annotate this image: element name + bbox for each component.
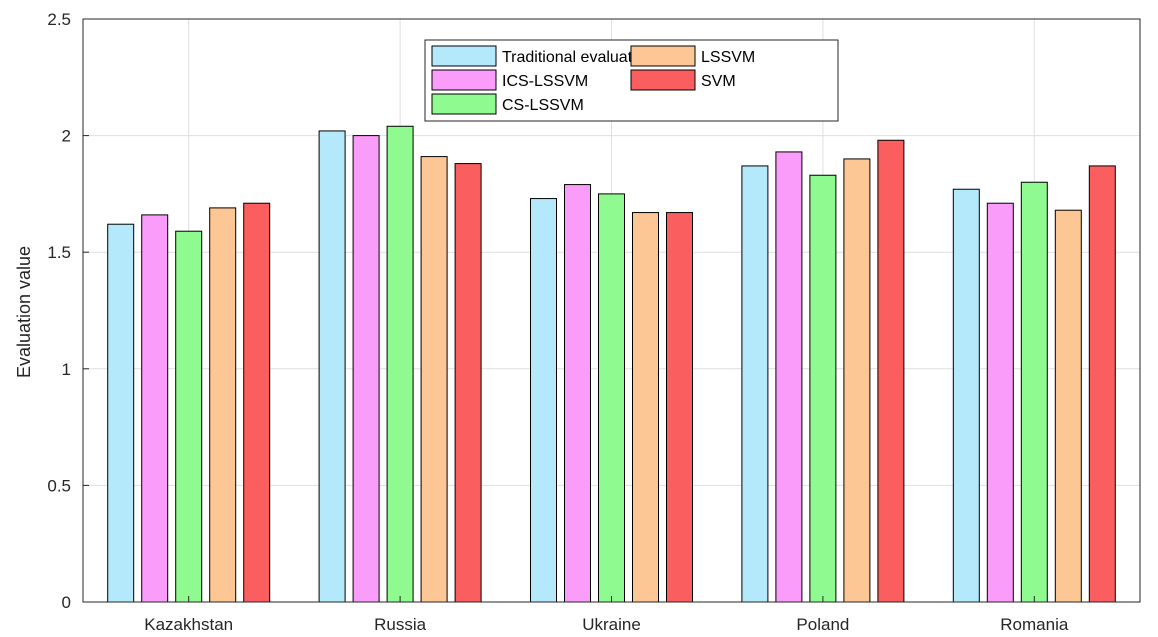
bar-svm-poland [877,139,905,603]
bar-traditional-evaluation-ukraine [530,198,557,603]
legend-swatch [431,45,497,67]
bar-ics-lssvm-poland [775,151,803,603]
x-tick-label: Poland [796,615,849,634]
bar-cs-lssvm-romania [1020,181,1048,603]
legend-swatch [431,69,497,91]
bar-ics-lssvm-romania [986,202,1014,603]
bar-svm-romania [1088,165,1116,603]
y-tick-label: 2.5 [47,10,71,29]
bar-cs-lssvm-russia [386,125,414,603]
bar-lssvm-poland [843,158,871,603]
bar-lssvm-ukraine [632,212,659,603]
x-tick-label: Romania [1000,615,1069,634]
legend-label: Traditional evaluation [502,49,654,66]
y-tick-label: 1 [62,360,71,379]
x-tick-label: Russia [374,615,427,634]
legend-label: LSSVM [701,49,755,66]
legend-label: CS-LSSVM [502,97,584,114]
bar-lssvm-russia [420,156,448,603]
bar-traditional-evaluation-poland [741,165,769,603]
legend-swatch [630,69,696,91]
bar-cs-lssvm-kazakhstan [175,230,203,603]
legend-swatch [431,93,497,115]
x-tick-label: Ukraine [582,615,641,634]
x-tick-label: Kazakhstan [144,615,233,634]
bar-ics-lssvm-russia [352,135,380,603]
bar-lssvm-romania [1054,209,1082,603]
y-axis-title: Evaluation value [14,246,34,378]
bar-ics-lssvm-kazakhstan [141,214,169,603]
bar-traditional-evaluation-kazakhstan [107,223,135,603]
y-tick-label: 0.5 [47,476,71,495]
axis-layer: 0 0.5 1 1.5 2 2.5 Kazakhstan Russia Ukraine Polan… [47,10,1141,634]
y-tick-label: 1.5 [47,243,71,262]
bar-lssvm-kazakhstan [209,207,237,603]
bar-svm-russia [454,163,482,603]
y-tick-label: 0 [62,593,71,612]
legend: Traditional evaluation ICS-LSSVM CS-LSSVM L… [424,39,839,122]
plot-frame [82,18,1141,603]
y-tick-label: 2 [62,127,71,146]
bar-svm-kazakhstan [243,202,271,603]
legend-swatch [630,45,696,67]
bar-traditional-evaluation-russia [318,130,346,603]
legend-label: ICS-LSSVM [502,73,588,90]
bar-cs-lssvm-poland [809,174,837,603]
bar-layer [107,125,1116,603]
bar-cs-lssvm-ukraine [598,193,625,603]
bar-traditional-evaluation-romania [952,188,980,603]
legend-label: SVM [701,73,736,90]
bar-ics-lssvm-ukraine [564,184,591,603]
bar-svm-ukraine [666,212,693,603]
